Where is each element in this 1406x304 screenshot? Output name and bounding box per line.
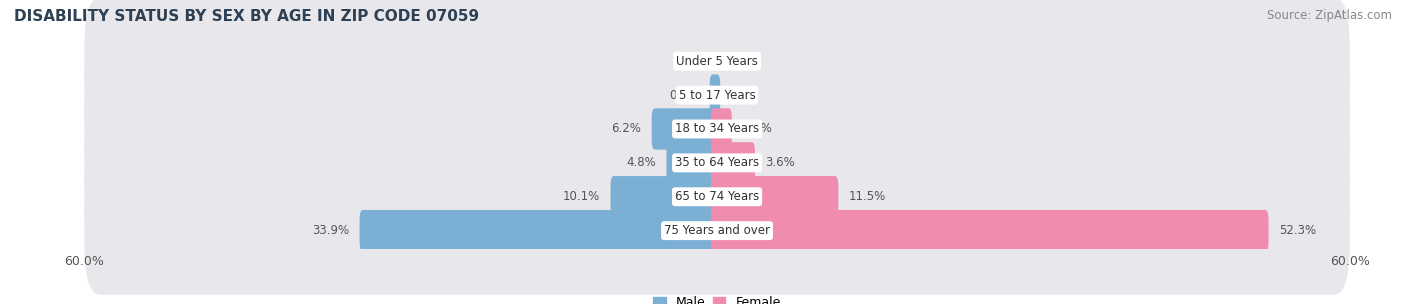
Text: 18 to 34 Years: 18 to 34 Years [675, 123, 759, 136]
FancyBboxPatch shape [84, 31, 1350, 159]
FancyBboxPatch shape [84, 65, 1350, 193]
FancyBboxPatch shape [360, 210, 720, 251]
Text: 1.4%: 1.4% [742, 123, 772, 136]
Text: 35 to 64 Years: 35 to 64 Years [675, 156, 759, 169]
FancyBboxPatch shape [84, 133, 1350, 261]
FancyBboxPatch shape [711, 210, 1268, 251]
FancyBboxPatch shape [84, 0, 1350, 125]
Text: 11.5%: 11.5% [849, 190, 886, 203]
Text: Under 5 Years: Under 5 Years [676, 55, 758, 68]
Text: 4.8%: 4.8% [626, 156, 657, 169]
Text: 33.9%: 33.9% [312, 224, 349, 237]
FancyBboxPatch shape [711, 142, 755, 184]
Text: 0.0%: 0.0% [676, 55, 707, 68]
FancyBboxPatch shape [84, 99, 1350, 227]
FancyBboxPatch shape [84, 167, 1350, 295]
Text: 10.1%: 10.1% [562, 190, 600, 203]
FancyBboxPatch shape [666, 142, 720, 184]
Text: 75 Years and over: 75 Years and over [664, 224, 770, 237]
FancyBboxPatch shape [711, 108, 733, 150]
Text: DISABILITY STATUS BY SEX BY AGE IN ZIP CODE 07059: DISABILITY STATUS BY SEX BY AGE IN ZIP C… [14, 9, 479, 24]
Text: Source: ZipAtlas.com: Source: ZipAtlas.com [1267, 9, 1392, 22]
Text: 65 to 74 Years: 65 to 74 Years [675, 190, 759, 203]
Text: 0.7%: 0.7% [669, 88, 699, 102]
Text: 3.6%: 3.6% [765, 156, 796, 169]
Text: 52.3%: 52.3% [1279, 224, 1316, 237]
FancyBboxPatch shape [710, 74, 720, 116]
Legend: Male, Female: Male, Female [654, 296, 780, 304]
FancyBboxPatch shape [610, 176, 720, 217]
FancyBboxPatch shape [652, 108, 720, 150]
Text: 0.0%: 0.0% [728, 88, 758, 102]
FancyBboxPatch shape [711, 176, 838, 217]
Text: 5 to 17 Years: 5 to 17 Years [679, 88, 755, 102]
Text: 6.2%: 6.2% [612, 123, 641, 136]
Text: 0.0%: 0.0% [728, 55, 758, 68]
